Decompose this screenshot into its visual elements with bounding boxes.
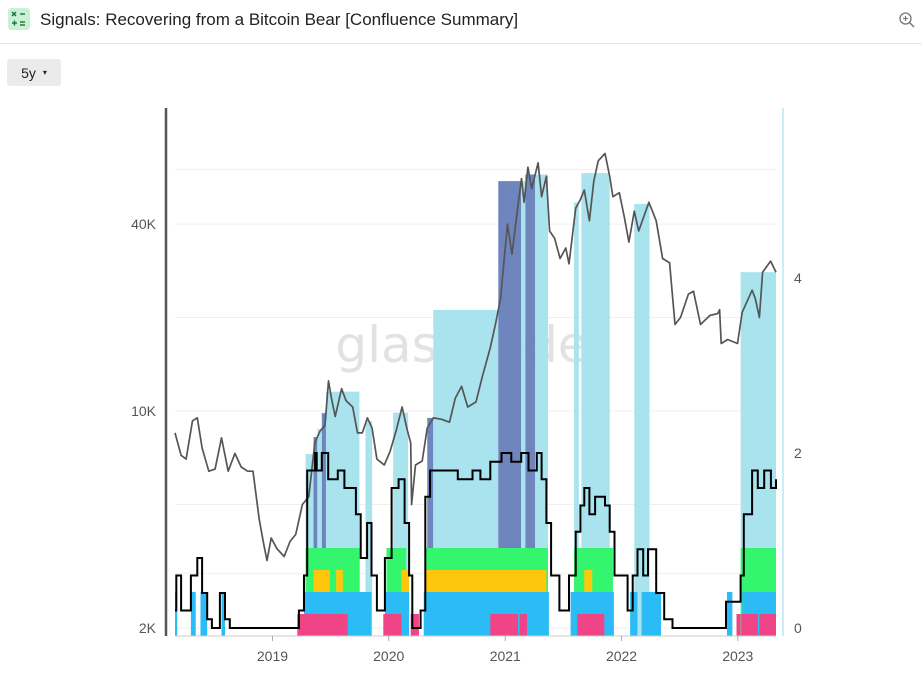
- signal-band: [525, 174, 536, 637]
- signal-band: [634, 203, 650, 636]
- blue-block: [200, 592, 208, 636]
- left-tick-label: 10K: [131, 403, 157, 419]
- right-tick-label: 4: [794, 270, 802, 286]
- signal-band: [521, 181, 526, 637]
- formula-icon: [8, 8, 30, 30]
- right-tick-label: 2: [794, 445, 802, 461]
- pink-block: [577, 614, 605, 636]
- pink-block: [490, 614, 519, 636]
- page-title: Signals: Recovering from a Bitcoin Bear …: [40, 10, 519, 29]
- blue-block: [630, 592, 638, 636]
- signal-band: [321, 413, 326, 636]
- pink-block: [736, 614, 741, 636]
- left-tick-label: 40K: [131, 216, 157, 232]
- pink-block: [383, 614, 402, 636]
- confluence-series: [175, 452, 777, 629]
- price-series: [174, 152, 777, 562]
- blue-block: [175, 592, 178, 636]
- x-tick-label: 2019: [257, 648, 288, 664]
- signal-band: [305, 454, 314, 636]
- pink-block: [741, 614, 758, 636]
- left-tick-label: 2K: [139, 620, 157, 636]
- confluence-blocks: [175, 548, 776, 636]
- x-tick-label: 2021: [490, 648, 521, 664]
- signal-band: [313, 437, 318, 636]
- pink-block: [519, 614, 527, 636]
- blue-block: [726, 592, 733, 636]
- signal-band: [574, 202, 579, 636]
- signal-band: [427, 417, 434, 636]
- pink-block: [297, 614, 348, 636]
- x-tick-label: 2022: [606, 648, 637, 664]
- pink-block: [759, 614, 776, 636]
- confluence-line: [175, 452, 777, 629]
- blue-block: [190, 592, 196, 636]
- signal-band: [535, 174, 548, 637]
- price-line: [174, 152, 777, 562]
- blue-block: [221, 592, 226, 636]
- x-tick-label: 2020: [373, 648, 404, 664]
- blue-block: [423, 592, 549, 636]
- chevron-down-icon: ▾: [42, 68, 47, 77]
- pink-block: [410, 614, 419, 636]
- signal-band: [317, 429, 322, 636]
- axes: 2K 10K 40K 0 2 4 2019 2020 2021 2022 2023: [131, 108, 802, 664]
- signal-band: [365, 421, 373, 636]
- chart-header: Signals: Recovering from a Bitcoin Bear …: [0, 0, 922, 44]
- right-tick-label: 0: [794, 620, 802, 636]
- range-selector[interactable]: 5y ▾: [7, 59, 61, 86]
- x-tick-label: 2023: [722, 648, 753, 664]
- blue-block: [641, 592, 662, 636]
- signal-band: [498, 181, 522, 637]
- zoom-in-icon[interactable]: [898, 11, 916, 29]
- range-label: 5y: [21, 64, 36, 81]
